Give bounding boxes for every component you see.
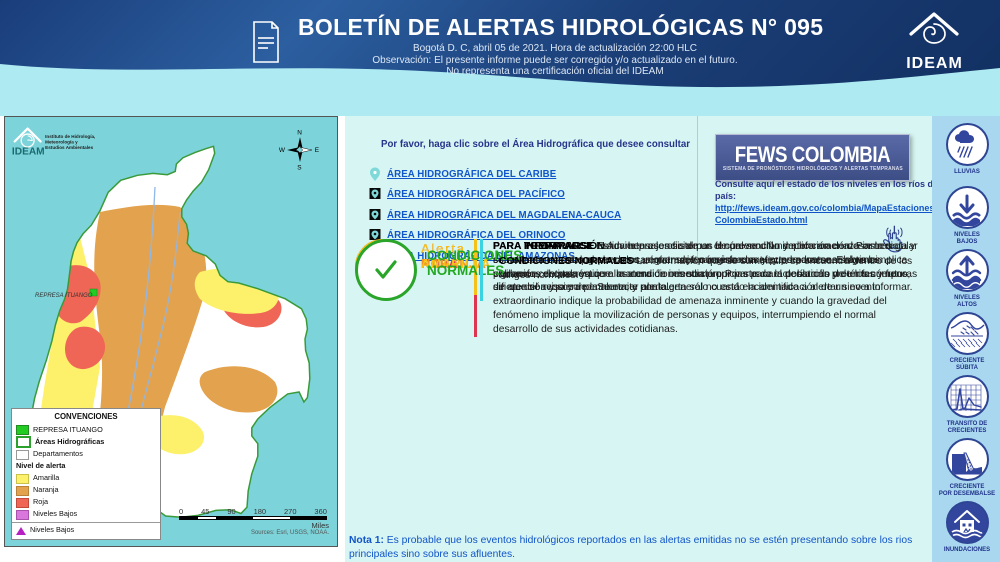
svg-text:REPRESA ITUANGO: REPRESA ITUANGO [35, 293, 93, 299]
